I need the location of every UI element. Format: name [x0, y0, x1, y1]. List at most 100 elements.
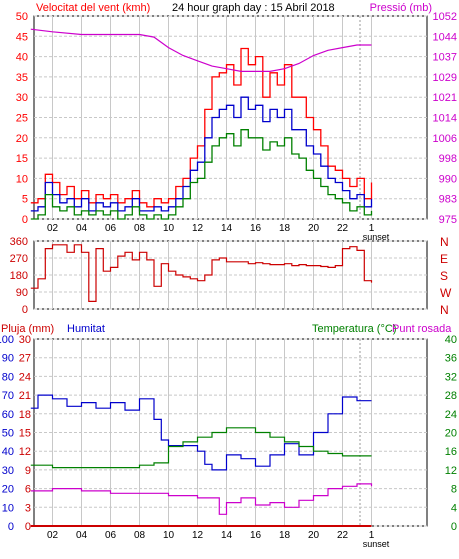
- y-tick-label-pressure: 1006: [433, 133, 457, 145]
- y-tick-label-wind: 0: [22, 214, 28, 226]
- series-line-pressure: [30, 28, 372, 72]
- y-tick-label-pressure: 1044: [433, 31, 457, 43]
- y-tick-label-pressure: 1029: [433, 72, 457, 84]
- y-tick-label-wind: 15: [16, 153, 28, 165]
- y-tick-label-rain: 21: [19, 390, 31, 402]
- series-line-humitat: [30, 394, 372, 471]
- series-line-wind-min: [30, 129, 373, 220]
- compass-tick-label: S: [440, 269, 448, 283]
- x-tick-label: 20: [308, 530, 320, 541]
- x-tick-label: 1: [369, 223, 375, 234]
- y-tick-label-rain: 15: [19, 428, 31, 440]
- y-tick-label-pressure: 1052: [433, 11, 457, 23]
- series-line-temperatura: [30, 427, 372, 469]
- x-tick-label: 12: [192, 223, 204, 234]
- y-tick-label-rain: 12: [19, 446, 31, 458]
- x-tick-label: 18: [279, 223, 291, 234]
- temperature-axis-title: Temperatura (°C): [312, 323, 396, 335]
- x-tick-label: 10: [163, 223, 175, 234]
- y-tick-label-pressure: 998: [439, 153, 457, 165]
- chart-title: 24 hour graph day : 15 Abril 2018: [172, 2, 335, 14]
- compass-tick-label: E: [440, 252, 448, 266]
- y-tick-label-wind: 35: [16, 72, 28, 84]
- series-line-direction: [30, 244, 373, 302]
- y-tick-label-direction: 360: [10, 236, 28, 248]
- compass-tick-label: N: [440, 303, 449, 317]
- x-tick-label: 04: [76, 530, 88, 541]
- y-tick-label-wind: 10: [16, 173, 28, 185]
- y-tick-label-humidity: 20: [2, 484, 14, 496]
- y-tick-label-direction: 180: [10, 270, 28, 282]
- y-tick-label-pressure: 975: [439, 214, 457, 226]
- wind-speed-axis-title: Velocitat del vent (kmh): [36, 2, 150, 14]
- x-tick-label: 08: [134, 223, 146, 234]
- data-series: [30, 28, 373, 527]
- y-tick-label-humidity: 30: [2, 465, 14, 477]
- compass-tick-label: W: [440, 286, 452, 300]
- series-line-wind-gust: [30, 47, 373, 208]
- y-tick-label-wind: 20: [16, 133, 28, 145]
- series-line-punt-rosada: [30, 483, 373, 515]
- y-tick-label-temperature: 4: [451, 502, 457, 514]
- y-tick-label-rain: 6: [25, 484, 31, 496]
- y-tick-label-humidity: 90: [2, 353, 14, 365]
- y-tick-label-temperature: 28: [445, 390, 457, 402]
- y-tick-label-rain: 24: [19, 371, 31, 383]
- x-tick-label: 02: [47, 530, 59, 541]
- y-tick-label-temperature: 16: [445, 446, 457, 458]
- y-tick-label-temperature: 36: [445, 353, 457, 365]
- y-tick-label-wind: 25: [16, 113, 28, 125]
- pressure-axis-title: Pressió (mb): [370, 2, 432, 14]
- y-tick-label-temperature: 12: [445, 465, 457, 477]
- y-tick-label-rain: 27: [19, 353, 31, 365]
- x-tick-label: 14: [221, 530, 233, 541]
- y-tick-label-pressure: 983: [439, 194, 457, 206]
- x-tick-label: 12: [192, 530, 204, 541]
- y-tick-label-rain: 0: [25, 521, 31, 533]
- y-tick-label-humidity: 10: [2, 502, 14, 514]
- y-tick-label-wind: 50: [16, 11, 28, 23]
- rain-axis-title: Pluja (mm): [1, 323, 54, 335]
- y-tick-label-temperature: 0: [451, 521, 457, 533]
- y-tick-label-temperature: 8: [451, 484, 457, 496]
- y-tick-label-direction: 90: [16, 287, 28, 299]
- y-tick-label-pressure: 1014: [433, 113, 457, 125]
- y-tick-label-temperature: 40: [445, 334, 457, 346]
- x-tick-label: 22: [337, 223, 349, 234]
- x-tick-label: 10: [163, 530, 175, 541]
- y-tick-label-temperature: 24: [445, 409, 457, 421]
- y-tick-label-humidity: 100: [0, 334, 14, 346]
- y-tick-label-rain: 30: [19, 334, 31, 346]
- x-tick-label: 02: [47, 223, 59, 234]
- y-tick-label-wind: 30: [16, 92, 28, 104]
- y-tick-label-rain: 18: [19, 409, 31, 421]
- x-tick-label: 06: [105, 530, 117, 541]
- compass-tick-label: N: [440, 235, 449, 249]
- y-tick-label-humidity: 0: [8, 521, 14, 533]
- y-tick-label-rain: 9: [25, 465, 31, 477]
- x-tick-label: 08: [134, 530, 146, 541]
- y-tick-label-temperature: 20: [445, 428, 457, 440]
- y-tick-label-humidity: 60: [2, 409, 14, 421]
- sunset-label: sunset: [363, 232, 390, 242]
- grid-lines: [34, 15, 427, 527]
- y-tick-label-humidity: 50: [2, 428, 14, 440]
- y-tick-label-pressure: 1021: [433, 92, 457, 104]
- y-tick-label-humidity: 70: [2, 390, 14, 402]
- axis-tick-labels: 0202040406060808101012121414161618182020…: [0, 11, 457, 549]
- x-tick-label: 14: [221, 223, 233, 234]
- y-tick-label-direction: 0: [22, 304, 28, 316]
- y-tick-label-humidity: 40: [2, 446, 14, 458]
- x-tick-label: 20: [308, 223, 320, 234]
- y-tick-label-wind: 45: [16, 31, 28, 43]
- x-tick-label: 18: [279, 530, 291, 541]
- dewpoint-axis-title: Punt rosada: [392, 323, 452, 335]
- x-tick-label: 06: [105, 223, 117, 234]
- y-tick-label-direction: 270: [10, 253, 28, 265]
- y-tick-label-pressure: 1037: [433, 52, 457, 64]
- sunset-label: sunset: [363, 539, 390, 549]
- x-tick-label: 16: [250, 223, 262, 234]
- y-tick-label-wind: 40: [16, 52, 28, 64]
